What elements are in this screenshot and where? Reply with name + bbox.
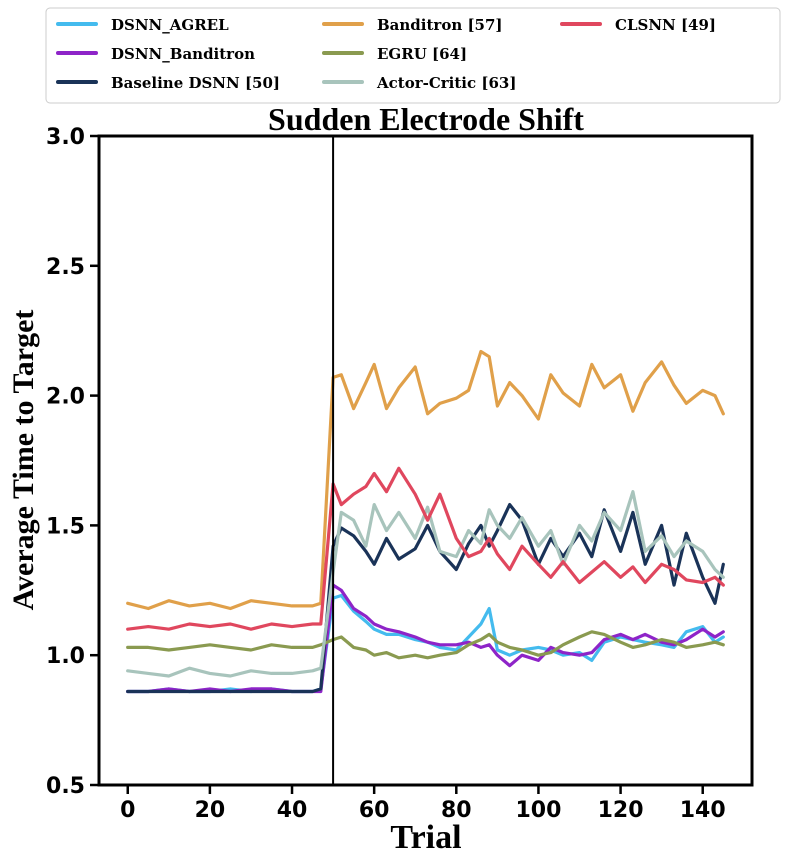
legend-label: Baseline DSNN [50] (111, 74, 280, 92)
y-tick-label: 3.0 (46, 125, 85, 150)
legend-label: Banditron [57] (377, 16, 503, 34)
x-tick-label: 100 (515, 798, 561, 823)
series-line-5 (126, 490, 725, 678)
legend-label: EGRU [64] (377, 45, 467, 63)
y-axis: 0.5 1.0 1.5 2.0 2.5 3.0 (46, 125, 99, 799)
y-tick-label: 1.5 (46, 514, 85, 539)
x-tick-label: 20 (195, 798, 226, 823)
x-tick-label: 0 (120, 798, 135, 823)
y-tick-label: 1.0 (46, 644, 85, 669)
legend-items: DSNN_AGREL DSNN_Banditron Baseline DSNN [5… (56, 16, 716, 92)
legend-frame (45, 7, 781, 104)
x-tick-label: 60 (359, 798, 390, 823)
legend-label: DSNN_AGREL (111, 16, 229, 34)
series-line-4 (126, 630, 725, 660)
series-line-6 (126, 466, 725, 631)
y-tick-label: 0.5 (46, 774, 85, 799)
legend-label: CLSNN [49] (615, 16, 716, 34)
x-tick-label: 80 (441, 798, 472, 823)
series-line-3 (126, 349, 725, 611)
y-tick-label: 2.5 (46, 255, 85, 280)
chart-title: Sudden Electrode Shift (268, 101, 584, 137)
x-tick-label: 140 (680, 798, 726, 823)
y-axis-label: Average Time to Target (7, 310, 40, 611)
plot-frame (97, 134, 754, 787)
plot-area (97, 134, 754, 787)
x-axis-label: Trial (390, 819, 461, 856)
x-axis: 0 20 40 60 80 100 120 140 (120, 785, 726, 823)
x-tick-label: 40 (277, 798, 308, 823)
legend-label: DSNN_Banditron (111, 45, 255, 63)
series-line-0 (126, 593, 725, 694)
x-tick-label: 120 (598, 798, 644, 823)
series-line-2 (126, 503, 725, 694)
y-tick-label: 2.0 (46, 385, 85, 410)
legend: DSNN_AGREL DSNN_Banditron Baseline DSNN [5… (45, 7, 781, 104)
series-line-1 (126, 583, 725, 694)
legend-label: Actor-Critic [63] (376, 74, 516, 92)
series-lines (126, 349, 725, 694)
